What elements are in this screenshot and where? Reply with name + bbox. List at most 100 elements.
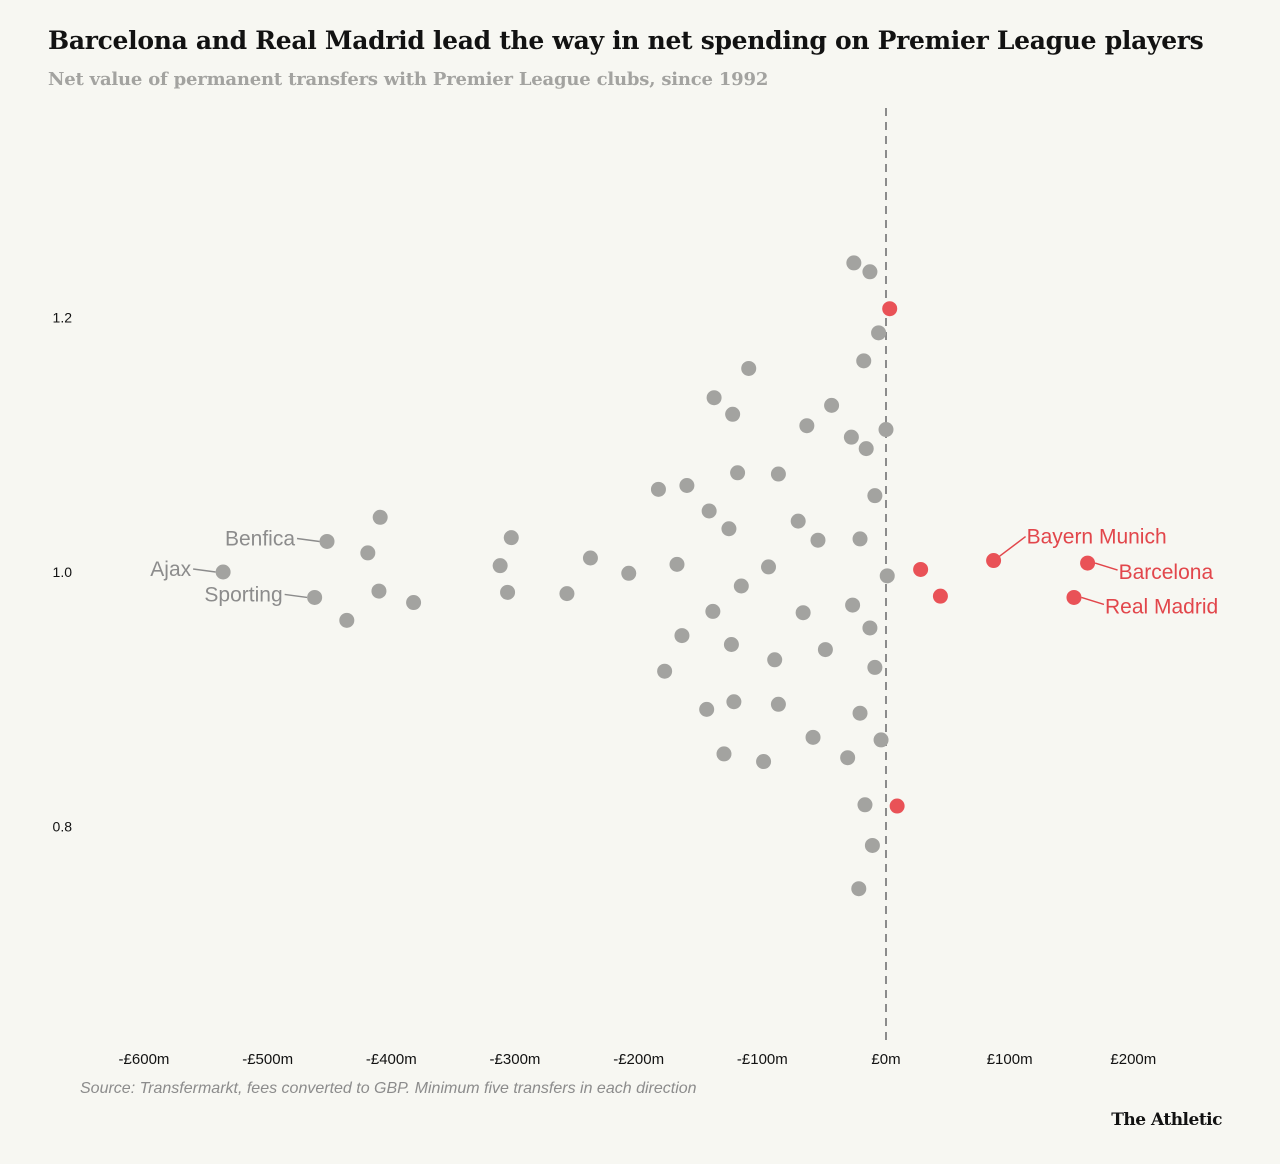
data-point [701, 503, 717, 519]
data-point [650, 481, 666, 497]
data-point [721, 521, 737, 537]
data-point [862, 620, 878, 636]
data-point [406, 595, 422, 611]
data-point [726, 694, 742, 710]
chart-subtitle: Net value of permanent transfers with Pr… [48, 69, 769, 90]
data-point [817, 642, 833, 658]
x-tick-label: -£500m [242, 1051, 293, 1068]
data-point [805, 729, 821, 745]
y-tick-label: 1.0 [53, 564, 73, 580]
brand-logo: The Athletic [1111, 1110, 1222, 1130]
x-tick-label: £200m [1110, 1051, 1156, 1068]
connector-real-madrid [1081, 596, 1105, 606]
chart-title: Barcelona and Real Madrid lead the way i… [48, 26, 1204, 55]
data-point [810, 532, 826, 548]
label-connectors [193, 535, 1118, 606]
connector-barcelona [1094, 562, 1118, 571]
data-point [843, 429, 859, 445]
data-point [730, 465, 746, 481]
label-benfica: Benfica [225, 527, 295, 550]
data-point [723, 637, 739, 653]
data-point [845, 597, 861, 613]
data-point [372, 509, 388, 525]
point-sporting [307, 589, 323, 605]
data-point [840, 750, 856, 766]
data-point [770, 696, 786, 712]
data-point [862, 264, 878, 280]
point-labels: Ajax Benfica Sporting Bayern Munich Barcelon… [150, 526, 1218, 619]
data-point [559, 586, 575, 602]
data-point [878, 422, 894, 438]
label-ajax: Ajax [150, 558, 191, 581]
x-tick-label: -£400m [366, 1051, 417, 1068]
data-point [582, 550, 598, 566]
data-point [913, 561, 929, 577]
label-sporting: Sporting [204, 583, 282, 606]
data-point [770, 466, 786, 482]
connector-ajax [193, 568, 216, 573]
connector-benfica [296, 537, 320, 543]
data-point [846, 255, 862, 271]
data-point [674, 628, 690, 644]
x-tick-label: £0m [871, 1051, 900, 1068]
data-point [669, 556, 685, 572]
point-real-madrid [1066, 589, 1082, 605]
data-point [864, 837, 880, 853]
x-tick-label: -£300m [490, 1051, 541, 1068]
data-point [756, 754, 772, 770]
data-point [871, 325, 887, 341]
data-point [879, 568, 895, 584]
data-points [215, 255, 1096, 897]
y-tick-label: 0.8 [53, 818, 73, 834]
point-barcelona [1080, 555, 1096, 571]
point-bayern-munich [986, 553, 1002, 569]
data-point [741, 360, 757, 376]
data-point [761, 559, 777, 575]
data-point [699, 701, 715, 717]
data-point [679, 478, 695, 494]
data-point [856, 353, 872, 369]
data-point [500, 584, 516, 600]
data-point [795, 605, 811, 621]
y-axis: 1.2 1.0 0.8 [53, 310, 73, 835]
data-point [503, 530, 519, 546]
point-benfica [319, 533, 335, 549]
data-point [716, 746, 732, 762]
data-point [852, 705, 868, 721]
data-point [725, 406, 741, 422]
data-point [867, 488, 883, 504]
data-point [824, 397, 840, 413]
data-point [706, 390, 722, 406]
x-tick-label: -£600m [119, 1051, 170, 1068]
data-point [799, 418, 815, 434]
data-point [733, 578, 749, 594]
x-tick-label: -£200m [613, 1051, 664, 1068]
data-point [851, 881, 867, 897]
data-point [621, 565, 637, 581]
x-axis: -£600m -£500m -£400m -£300m -£200m -£100m £0m £… [119, 1051, 1157, 1068]
data-point [767, 652, 783, 668]
connector-sporting [284, 593, 308, 599]
data-point [858, 441, 874, 457]
data-point [932, 588, 948, 604]
data-point [371, 583, 387, 599]
data-point [857, 797, 873, 813]
data-point [867, 659, 883, 675]
data-point [889, 798, 905, 814]
x-tick-label: £100m [987, 1051, 1033, 1068]
connector-bayern-munich [998, 535, 1027, 558]
data-point [360, 545, 376, 561]
point-ajax [215, 564, 231, 580]
data-point [657, 663, 673, 679]
label-barcelona: Barcelona [1119, 561, 1214, 584]
data-point [339, 612, 355, 628]
data-point [492, 558, 508, 574]
data-point [882, 301, 898, 317]
data-point [705, 603, 721, 619]
label-real-madrid: Real Madrid [1105, 595, 1218, 618]
label-bayern-munich: Bayern Munich [1027, 526, 1167, 549]
y-tick-label: 1.2 [53, 310, 73, 326]
data-point [873, 732, 889, 748]
x-tick-label: -£100m [737, 1051, 788, 1068]
